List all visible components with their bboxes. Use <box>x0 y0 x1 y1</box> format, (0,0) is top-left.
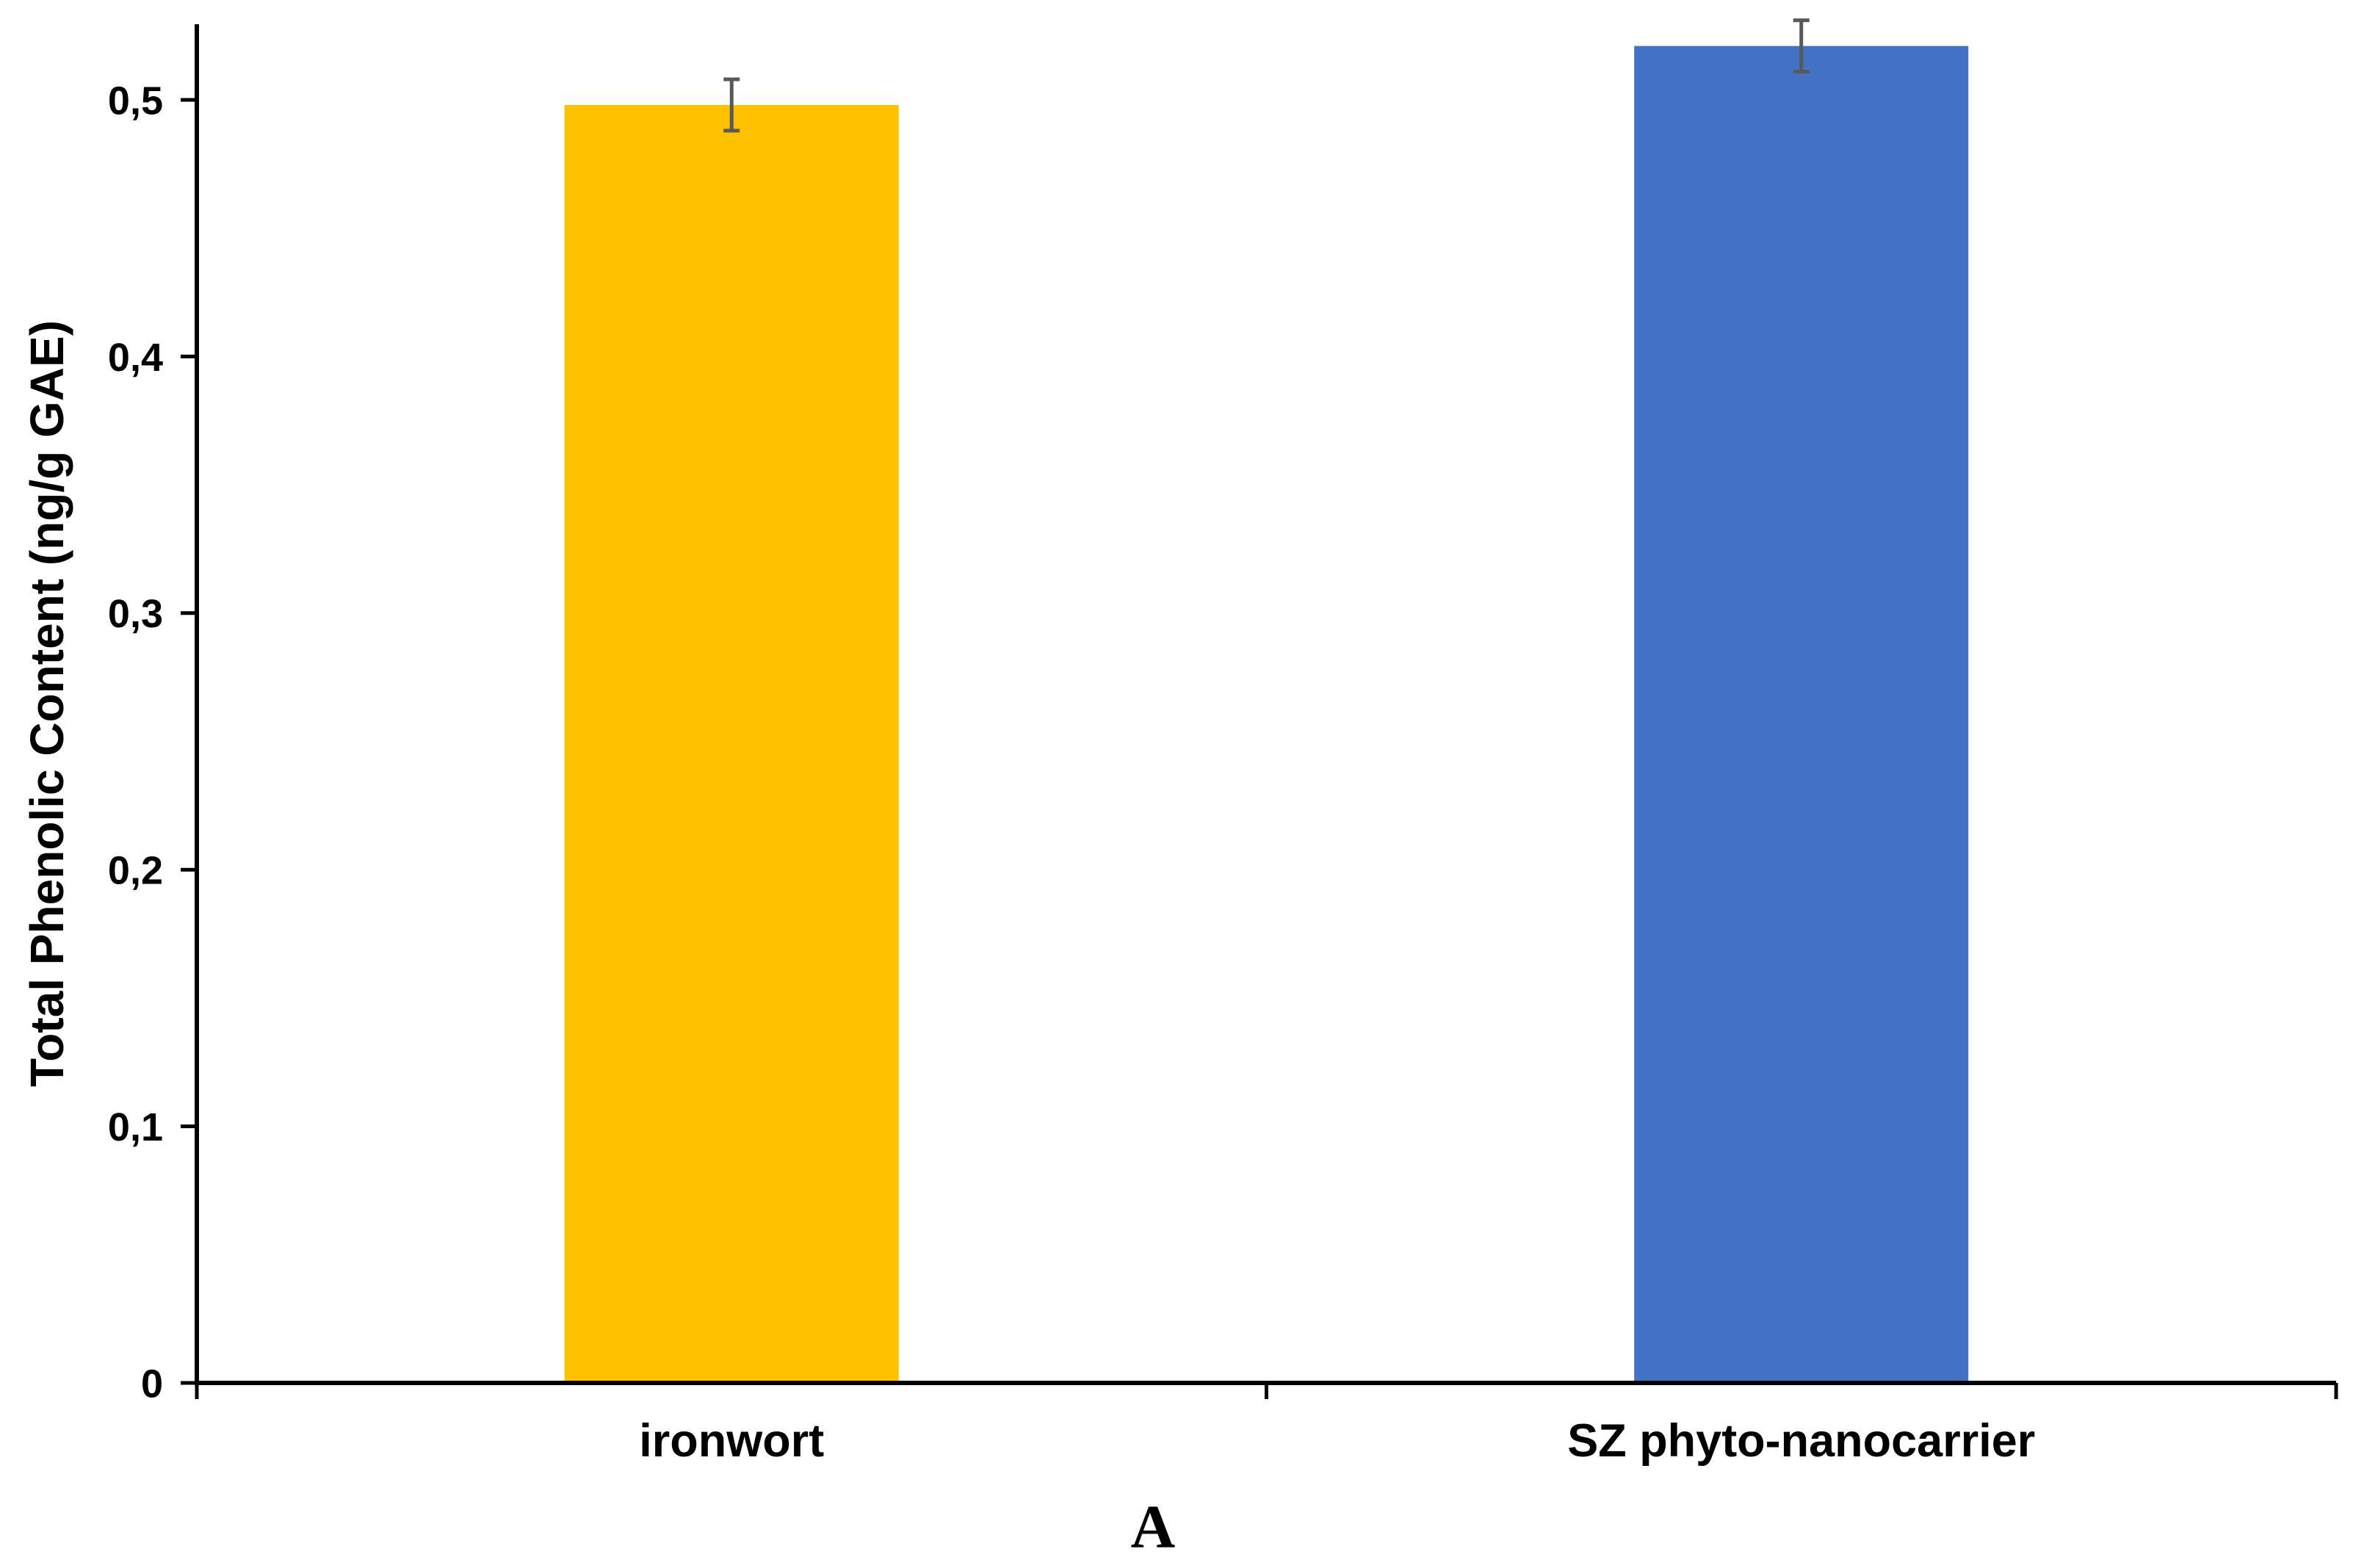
y-axis-tick-label: 0 <box>141 1362 163 1406</box>
y-axis-tick-label: 0,3 <box>108 592 163 636</box>
y-axis-tick-label: 0,2 <box>108 849 163 893</box>
y-axis-tick-label: 0,5 <box>108 79 163 123</box>
x-category-label-sz-phyto-nanocarrier: SZ phyto-nanocarrier <box>1567 1415 2035 1467</box>
x-category-label-ironwort: ironwort <box>639 1415 824 1467</box>
panel-label: A <box>1131 1493 1176 1561</box>
bar-ironwort <box>564 104 899 1383</box>
y-axis-title: Total Phenolic Content (ng/g GAE) <box>21 320 73 1087</box>
plot-area: ironwort SZ phyto-nanocarrier 0 0,1 0,2 0,3 0,… <box>108 18 2338 1467</box>
bar-sz-phyto-nanocarrier <box>1634 46 1969 1384</box>
y-axis-tick-label: 0,4 <box>108 336 163 380</box>
y-axis-tick-label: 0,1 <box>108 1105 163 1149</box>
